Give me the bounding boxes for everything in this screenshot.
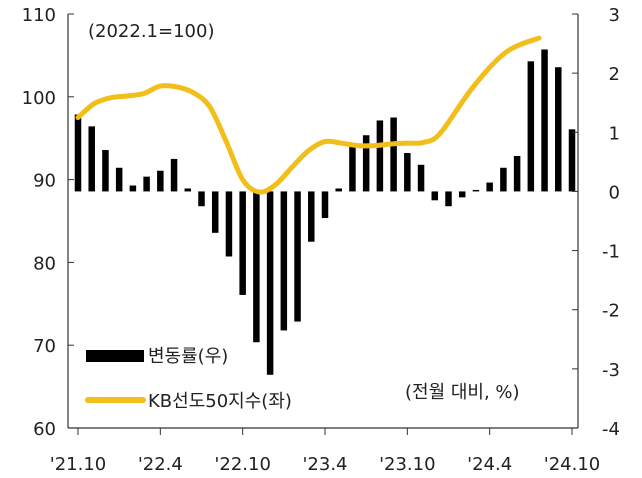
bar-'22.10 (239, 191, 246, 295)
bar-'21.10 (74, 114, 82, 192)
bar-'22.8 (211, 191, 219, 233)
x-tick-label: '23.4 (302, 454, 347, 475)
right-tick-label: -1 (602, 242, 620, 263)
left-tick-label: 90 (33, 171, 56, 192)
bar-'24.6 (513, 155, 521, 192)
bar-'23.7 (362, 135, 370, 192)
bar-'23.4 (321, 191, 329, 219)
bar-'21.11 (88, 126, 95, 192)
left-tick-label: 110 (22, 5, 56, 26)
bar-'22.4 (157, 170, 164, 192)
legend-bar-swatch (86, 350, 144, 362)
right-tick-label: 0 (609, 182, 620, 203)
bar-'24.4 (486, 182, 493, 192)
x-tick-label: '24.4 (467, 454, 512, 475)
bar-series (74, 49, 576, 375)
bar-'22.5 (170, 158, 178, 192)
bar-'23.2 (294, 191, 301, 322)
right-tick-label: -4 (602, 419, 620, 440)
x-tick-label: '21.10 (50, 454, 106, 475)
bar-'24.8 (541, 49, 548, 192)
x-tick-label: '24.10 (544, 454, 600, 475)
bar-'22.12 (266, 191, 274, 375)
legend-line-label: KB선도50지수(좌) (148, 391, 292, 412)
left-tick-label: 70 (33, 336, 56, 357)
x-tick-label: '23.10 (379, 454, 435, 475)
bar-'22.11 (253, 191, 260, 343)
x-tick-label: '22.4 (138, 454, 183, 475)
bar-'23.11 (417, 164, 425, 192)
right-tick-label: 3 (609, 5, 620, 26)
line-series-kb-leading-50 (75, 35, 542, 195)
bar-'24.1 (445, 191, 452, 207)
bar-'23.8 (376, 120, 384, 192)
right-axis-ticks: -4 -3 -2 -1 0 1 2 3 (572, 5, 620, 440)
unit-note: (전월 대비, %) (405, 382, 520, 403)
x-axis-ticks: '21.10 '22.4 '22.10 '23.4 '23.10 '24.4 '24.10 (50, 428, 600, 475)
bar-'24.5 (500, 167, 507, 192)
bar-'23.9 (390, 117, 397, 192)
bar-'24.3 (472, 189, 480, 192)
legend-bar-label: 변동률(우) (148, 346, 228, 367)
right-tick-label: 2 (609, 64, 620, 85)
legend: 변동률(우) KB선도50지수(좌) (85, 346, 292, 412)
bar-'23.3 (308, 191, 315, 242)
bar-'23.1 (280, 191, 288, 331)
bar-'24.10 (568, 129, 576, 192)
left-tick-label: 80 (33, 253, 56, 274)
bar-'22.7 (198, 191, 205, 207)
right-tick-label: -2 (602, 301, 620, 322)
bar-'22.3 (143, 176, 150, 192)
bar-'24.9 (555, 67, 562, 192)
left-axis-ticks: 60 70 80 90 100 110 (22, 5, 74, 440)
bar-'23.12 (431, 191, 439, 201)
bar-'21.12 (102, 150, 109, 192)
x-tick-label: '22.10 (214, 454, 270, 475)
right-tick-label: -3 (602, 360, 620, 381)
bar-'24.7 (527, 61, 535, 192)
bar-'22.1 (115, 167, 123, 192)
right-tick-label: 1 (609, 123, 620, 144)
bar-'22.9 (225, 191, 233, 257)
bar-'23.10 (404, 152, 411, 192)
bar-'22.2 (129, 185, 137, 192)
bar-'23.5 (335, 188, 342, 192)
bar-'24.2 (458, 191, 466, 198)
left-tick-label: 60 (33, 419, 56, 440)
bar-'22.6 (184, 188, 192, 192)
base-note: (2022.1=100) (88, 21, 214, 42)
bar-'23.6 (349, 144, 356, 192)
left-tick-label: 100 (22, 88, 56, 109)
